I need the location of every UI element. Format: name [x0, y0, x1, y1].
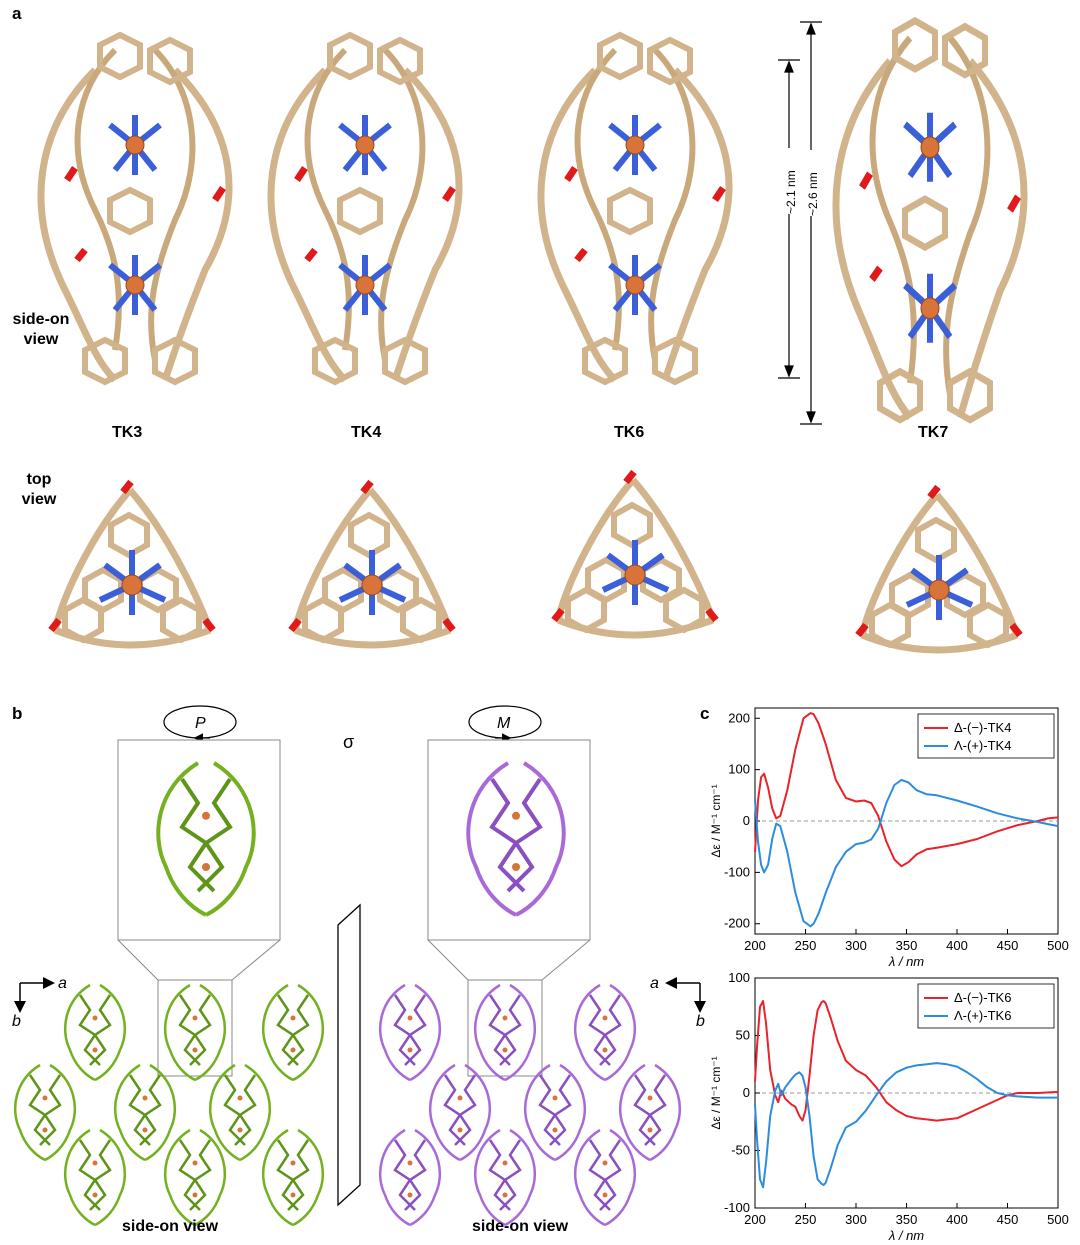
y-tick-label: 200 — [728, 710, 750, 725]
y-tick-label: -50 — [731, 1143, 750, 1158]
legend-entry: Δ-(−)-TK6 — [954, 990, 1011, 1005]
tk4-side-structure — [271, 35, 459, 382]
legend-box — [917, 713, 1055, 759]
y-tick-label: 50 — [736, 1028, 750, 1043]
molecule-name-tk7: TK7 — [918, 424, 949, 441]
y-tick-label: -200 — [724, 916, 750, 931]
x-tick-label: 350 — [896, 938, 918, 953]
mirror-sigma-label: σ — [343, 732, 354, 752]
y-axis-label: Δε / M⁻¹ cm⁻¹ — [709, 784, 723, 857]
y-tick-label: 100 — [728, 762, 750, 777]
x-tick-label: 400 — [946, 1212, 968, 1227]
y-tick-label: 100 — [728, 970, 750, 985]
x-tick-label: 500 — [1047, 938, 1069, 953]
tk4-top-structure — [291, 482, 453, 645]
p-enantiomer-group — [13, 705, 325, 1227]
legend-entry: Λ-(+)-TK6 — [954, 1008, 1011, 1023]
panel-letter-a: a — [12, 4, 22, 23]
x-tick-label: 300 — [845, 1212, 867, 1227]
top-view-label: top view — [21, 471, 57, 508]
x-axis-label: λ / nm — [888, 1228, 924, 1243]
x-tick-label: 200 — [744, 1212, 766, 1227]
tk3-top-structure — [51, 482, 213, 645]
molecule-name-tk3: TK3 — [112, 424, 143, 441]
axis-a-right: a — [650, 975, 659, 992]
tk7-side-structure — [836, 21, 1024, 420]
x-tick-label: 300 — [845, 938, 867, 953]
legend-entry: Λ-(+)-TK4 — [954, 738, 1011, 753]
panel-letter-c: c — [700, 704, 710, 723]
series-line-0 — [754, 712, 1059, 868]
panel-letter-b: b — [12, 704, 23, 723]
axis-b-left: b — [12, 1013, 21, 1030]
molecule-name-tk4: TK4 — [351, 424, 382, 441]
x-tick-label: 350 — [896, 1212, 918, 1227]
x-tick-label: 450 — [997, 938, 1019, 953]
legend-entry: Δ-(−)-TK4 — [954, 720, 1011, 735]
panel-a-structures: ~2.1 nm ~2.6 nm — [0, 0, 1080, 700]
cd-spectrum-tk4: 200 250 300 350 400 450 500 200 100 0 -100 -200 λ / … — [709, 707, 1069, 969]
m-helix-label: M — [497, 715, 511, 732]
axis-a-left: a — [58, 975, 67, 992]
m-enantiomer-group — [378, 705, 706, 1227]
right-side-on-caption: side-on view — [471, 1218, 569, 1235]
dim-long-label: ~2.6 nm — [806, 172, 820, 216]
y-tick-label: -100 — [724, 864, 750, 879]
y-tick-label: -100 — [724, 1200, 750, 1215]
tk6-side-structure — [541, 35, 729, 382]
molecule-name-tk6: TK6 — [614, 424, 645, 441]
series-line-1 — [754, 1062, 1058, 1189]
axis-b-right: b — [696, 1013, 705, 1030]
y-tick-label: 0 — [743, 813, 750, 828]
tk6-top-structure — [554, 472, 716, 635]
x-tick-label: 200 — [744, 938, 766, 953]
x-tick-label: 250 — [795, 1212, 817, 1227]
series-line-1 — [754, 778, 1059, 928]
x-tick-label: 500 — [1047, 1212, 1069, 1227]
p-helix-label: P — [195, 715, 206, 732]
side-on-view-label: side-on view — [12, 311, 70, 348]
tk7-top-structure — [858, 487, 1020, 650]
x-tick-label: 250 — [795, 938, 817, 953]
left-side-on-caption: side-on view — [121, 1218, 219, 1235]
panel-b-crystal-packing: P M σ a b a b — [12, 705, 706, 1227]
dimension-arrows — [778, 21, 822, 425]
y-axis-label: Δε / M⁻¹ cm⁻¹ — [709, 1056, 723, 1129]
legend-box — [917, 983, 1055, 1029]
x-tick-label: 450 — [997, 1212, 1019, 1227]
x-tick-label: 400 — [946, 938, 968, 953]
y-tick-label: 0 — [743, 1085, 750, 1100]
dim-short-label: ~2.1 nm — [784, 170, 798, 214]
x-axis-label: λ / nm — [888, 954, 924, 969]
series-line-0 — [754, 1000, 1059, 1122]
mirror-plane — [337, 903, 361, 1207]
